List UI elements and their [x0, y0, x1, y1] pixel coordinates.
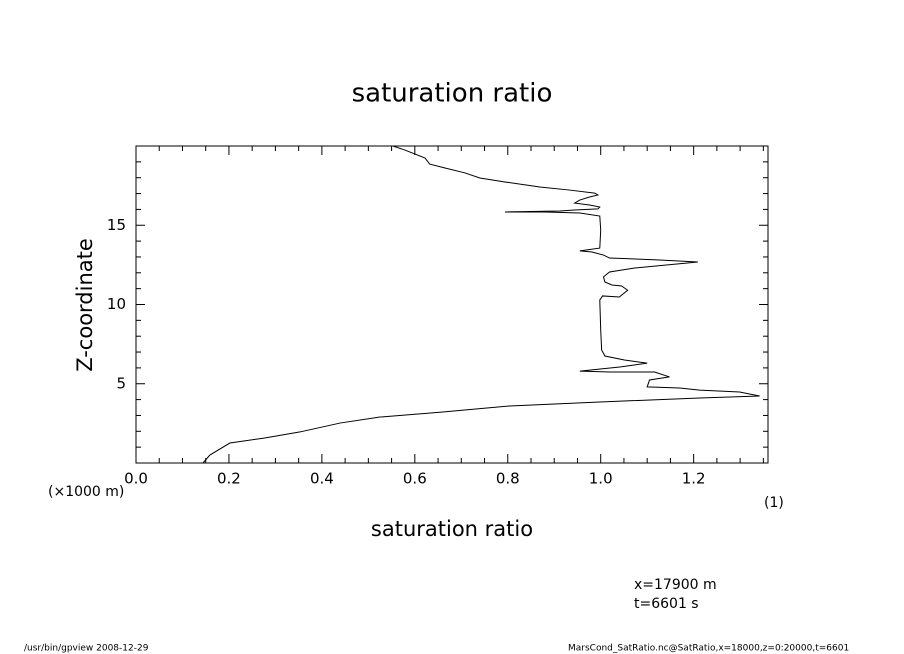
x-axis-label: saturation ratio — [371, 517, 533, 541]
chart-title: saturation ratio — [352, 79, 553, 109]
x-tick-label: 0.8 — [496, 470, 520, 488]
x-tick-label: 0.4 — [310, 470, 334, 488]
x-tick-label: 0.2 — [217, 470, 241, 488]
y-tick-label: 5 — [116, 374, 126, 392]
annotation: t=6601 s — [634, 596, 699, 612]
y-axis-label: Z-coordinate — [73, 238, 97, 372]
x-tick-label: 0.0 — [124, 470, 148, 488]
x-tick-label: 1.0 — [589, 470, 613, 488]
plot-frame — [135, 145, 769, 464]
data-line — [202, 145, 760, 464]
x-tick-label: 0.6 — [403, 470, 427, 488]
footer-right: MarsCond_SatRatio.nc@SatRatio,x=18000,z=… — [568, 644, 849, 654]
footer-left: /usr/bin/gpview 2008-12-29 — [24, 644, 149, 654]
annotation: x=17900 m — [634, 577, 717, 593]
y-tick-label: 15 — [107, 216, 126, 234]
x-axis-unit: (1) — [764, 495, 784, 511]
y-tick-label: 10 — [107, 295, 126, 313]
x-tick-label: 1.2 — [682, 470, 706, 488]
y-axis-unit: (×1000 m) — [48, 484, 124, 500]
